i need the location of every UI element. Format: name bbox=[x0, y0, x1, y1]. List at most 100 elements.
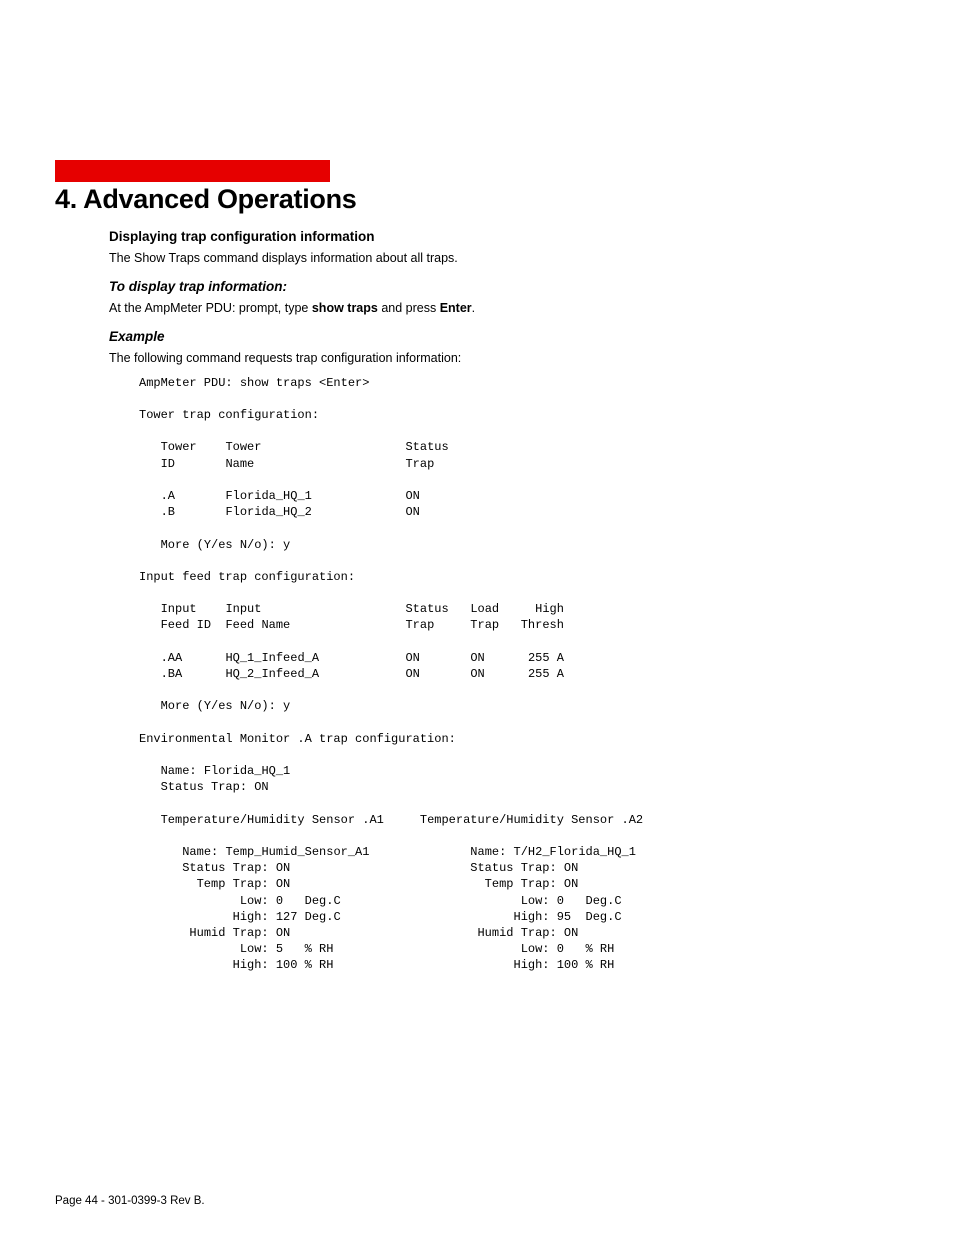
tower-h1b: ID bbox=[161, 457, 175, 471]
feed-r1-name: HQ_2_Infeed_A bbox=[225, 667, 319, 681]
tower-r0-name: Florida_HQ_1 bbox=[225, 489, 311, 503]
tower-more: More (Y/es N/o): y bbox=[161, 538, 291, 552]
feed-r0-id: .AA bbox=[161, 651, 183, 665]
sr-temp-value: ON bbox=[564, 877, 578, 891]
sl-humid-label: Humid Trap: bbox=[189, 926, 268, 940]
instruction-pre: At the AmpMeter PDU: prompt, type bbox=[109, 301, 312, 315]
sr-temp-label: Temp Trap: bbox=[485, 877, 557, 891]
feed-r0-name: HQ_1_Infeed_A bbox=[225, 651, 319, 665]
instruction-command: show traps bbox=[312, 301, 378, 315]
feed-r1-thresh: 255 A bbox=[528, 667, 564, 681]
sl-status-value: ON bbox=[276, 861, 290, 875]
env-status-value: ON bbox=[254, 780, 268, 794]
tower-h2b: Name bbox=[225, 457, 254, 471]
sr-humid-unit: % RH bbox=[586, 942, 615, 956]
sl-temp-low-label: Low: bbox=[240, 894, 269, 908]
feed-more: More (Y/es N/o): y bbox=[161, 699, 291, 713]
section-heading: Displaying trap configuration informatio… bbox=[109, 229, 899, 244]
sl-humid-high-value: 100 bbox=[276, 958, 298, 972]
sl-status-label: Status Trap: bbox=[182, 861, 268, 875]
sl-name-value: Temp_Humid_Sensor_A1 bbox=[225, 845, 369, 859]
example-caption: The following command requests trap conf… bbox=[109, 350, 899, 367]
sl-temp-value: ON bbox=[276, 877, 290, 891]
tower-r1-trap: ON bbox=[405, 505, 419, 519]
chapter-number: 4. bbox=[55, 184, 77, 214]
tower-h3b: Trap bbox=[405, 457, 434, 471]
tower-title: Tower trap configuration: bbox=[139, 408, 319, 422]
sr-temp-unit: Deg.C bbox=[586, 894, 622, 908]
header-red-bar bbox=[55, 160, 330, 182]
chapter-title-text: Advanced Operations bbox=[83, 184, 356, 214]
sl-humid-high-label: High: bbox=[233, 958, 269, 972]
sr-humid-unit2: % RH bbox=[586, 958, 615, 972]
sl-humid-low-label: Low: bbox=[240, 942, 269, 956]
sl-temp-low-value: 0 bbox=[276, 894, 283, 908]
term-prompt: AmpMeter PDU: show traps <Enter> bbox=[139, 376, 369, 390]
sr-humid-label: Humid Trap: bbox=[477, 926, 556, 940]
tower-h3a: Status bbox=[405, 440, 448, 454]
sr-temp-high-label: High: bbox=[514, 910, 550, 924]
tower-h2a: Tower bbox=[225, 440, 261, 454]
feed-h3a: Status bbox=[405, 602, 448, 616]
feed-h4b: Trap bbox=[470, 618, 499, 632]
sr-status-label: Status Trap: bbox=[470, 861, 556, 875]
sr-status-value: ON bbox=[564, 861, 578, 875]
section-intro: The Show Traps command displays informat… bbox=[109, 250, 899, 267]
sr-temp-high-value: 95 bbox=[557, 910, 571, 924]
sl-temp-unit: Deg.C bbox=[305, 894, 341, 908]
env-name-value: Florida_HQ_1 bbox=[204, 764, 290, 778]
feed-title: Input feed trap configuration: bbox=[139, 570, 355, 584]
env-status-label: Status Trap: bbox=[161, 780, 247, 794]
sr-humid-high-value: 100 bbox=[557, 958, 579, 972]
env-title: Environmental Monitor .A trap configurat… bbox=[139, 732, 456, 746]
feed-r0-load: ON bbox=[470, 651, 484, 665]
sr-humid-low-label: Low: bbox=[521, 942, 550, 956]
sl-temp-unit2: Deg.C bbox=[305, 910, 341, 924]
sl-temp-high-value: 127 bbox=[276, 910, 298, 924]
env-name-label: Name: bbox=[161, 764, 197, 778]
tower-r1-name: Florida_HQ_2 bbox=[225, 505, 311, 519]
tower-r0-trap: ON bbox=[405, 489, 419, 503]
tower-r0-id: .A bbox=[161, 489, 175, 503]
feed-h5b: Thresh bbox=[521, 618, 564, 632]
feed-h3b: Trap bbox=[405, 618, 434, 632]
sr-humid-low-value: 0 bbox=[557, 942, 564, 956]
sr-humid-value: ON bbox=[564, 926, 578, 940]
sensor-left-title: Temperature/Humidity Sensor .A1 bbox=[161, 813, 384, 827]
sr-name-value: T/H2_Florida_HQ_1 bbox=[514, 845, 636, 859]
instruction-key: Enter bbox=[440, 301, 472, 315]
sl-humid-unit2: % RH bbox=[305, 958, 334, 972]
example-label: Example bbox=[109, 329, 899, 344]
sl-temp-label: Temp Trap: bbox=[197, 877, 269, 891]
instruction-post: . bbox=[472, 301, 475, 315]
sr-temp-unit2: Deg.C bbox=[586, 910, 622, 924]
chapter-title: 4. Advanced Operations bbox=[55, 184, 899, 215]
sl-name-label: Name: bbox=[182, 845, 218, 859]
page-footer: Page 44 - 301-0399-3 Rev B. bbox=[55, 1195, 205, 1207]
feed-r1-load: ON bbox=[470, 667, 484, 681]
sl-humid-value: ON bbox=[276, 926, 290, 940]
sl-humid-low-value: 5 bbox=[276, 942, 283, 956]
feed-h2b: Feed Name bbox=[225, 618, 290, 632]
sr-temp-low-label: Low: bbox=[521, 894, 550, 908]
subheading-display: To display trap information: bbox=[109, 279, 899, 294]
feed-h2a: Input bbox=[225, 602, 261, 616]
feed-h4a: Load bbox=[470, 602, 499, 616]
instruction-mid: and press bbox=[378, 301, 440, 315]
sr-humid-high-label: High: bbox=[514, 958, 550, 972]
sl-humid-unit: % RH bbox=[305, 942, 334, 956]
feed-r1-id: .BA bbox=[161, 667, 183, 681]
sl-temp-high-label: High: bbox=[233, 910, 269, 924]
sr-name-label: Name: bbox=[470, 845, 506, 859]
feed-h5a: High bbox=[535, 602, 564, 616]
instruction-line: At the AmpMeter PDU: prompt, type show t… bbox=[109, 300, 899, 317]
sr-temp-low-value: 0 bbox=[557, 894, 564, 908]
feed-h1a: Input bbox=[161, 602, 197, 616]
feed-h1b: Feed ID bbox=[161, 618, 211, 632]
tower-h1a: Tower bbox=[161, 440, 197, 454]
terminal-output: AmpMeter PDU: show traps <Enter> Tower t… bbox=[139, 375, 899, 974]
tower-r1-id: .B bbox=[161, 505, 175, 519]
sensor-right-title: Temperature/Humidity Sensor .A2 bbox=[420, 813, 643, 827]
feed-r1-status: ON bbox=[405, 667, 419, 681]
feed-r0-thresh: 255 A bbox=[528, 651, 564, 665]
